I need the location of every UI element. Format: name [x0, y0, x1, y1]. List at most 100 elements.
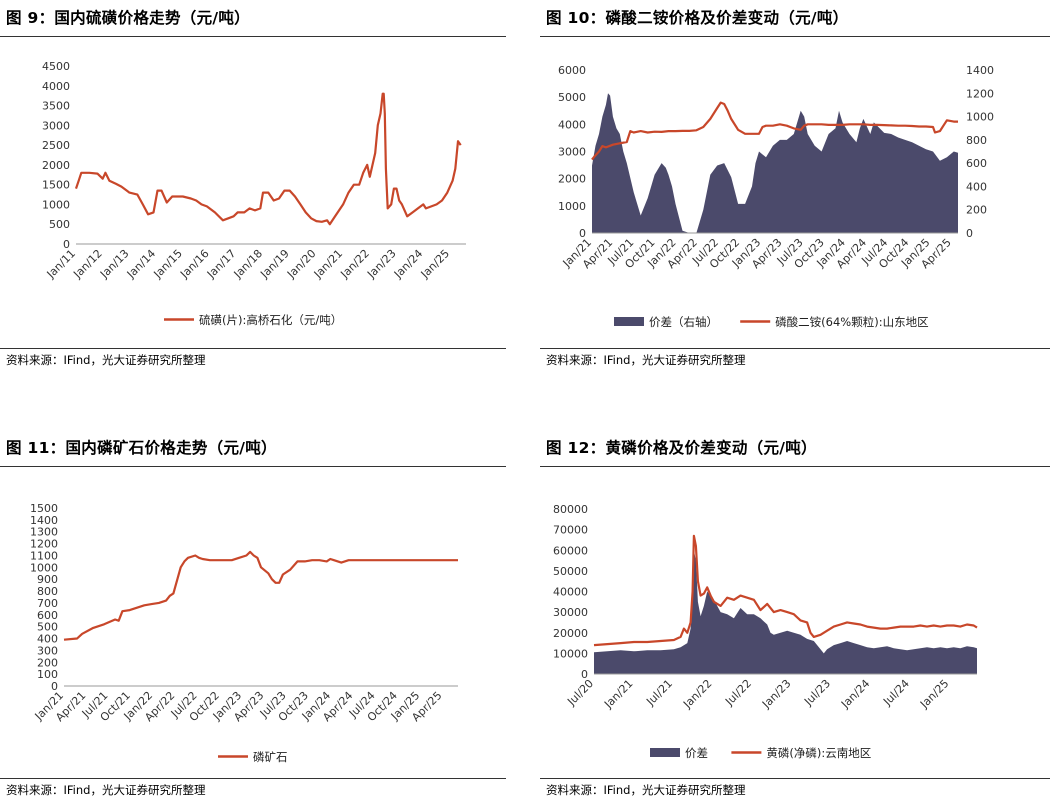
y-tick-label: 600: [37, 609, 58, 622]
x-tick-label: Jul/22: [722, 677, 754, 709]
y-tick-label: 30000: [553, 606, 588, 619]
y-tick-label: 1000: [42, 198, 70, 211]
y-right-tick-label: 200: [966, 204, 987, 217]
y-tick-label: 5000: [558, 91, 586, 104]
y-tick-label: 200: [37, 656, 58, 669]
x-tick-label: Jan/12: [70, 247, 104, 281]
y-right-tick-label: 600: [966, 157, 987, 170]
x-tick-label: Jan/21: [311, 247, 345, 281]
y-tick-label: 4000: [558, 118, 586, 131]
y-tick-label: 800: [37, 585, 58, 598]
legend: 价差 黄磷(净磷):云南地区: [650, 746, 871, 760]
x-tick-label: Jan/15: [151, 247, 185, 281]
x-tick-label: Jul/20: [564, 677, 596, 709]
legend-label: 磷矿石: [253, 750, 288, 764]
chart-12-svg: 0 10000 20000 30000 40000 50000 60000 70000 8000…: [553, 503, 978, 760]
x-tick-label: Jan/20: [284, 247, 318, 281]
y-tick-label: 500: [37, 621, 58, 634]
legend-swatch-area: [650, 748, 680, 757]
x-tick-label: Jan/11: [44, 247, 78, 281]
chart-10-svg: 0 1000 2000 3000 4000 5000 6000 0 200 400 600 800 10…: [558, 64, 994, 329]
price-line: [63, 550, 458, 641]
chart-9-svg: 0 500 1000 1500 2000 2500 3000 3500 4000 4500 Jan/…: [42, 60, 466, 327]
x-tick-label: Jan/17: [204, 247, 238, 281]
y-tick-label: 2000: [558, 173, 586, 186]
chart-panel-12: 图 12：黄磷价格及价差变动（元/吨） 0 10000 20000 30000 4000…: [540, 430, 1052, 800]
chart-title: 图 12：黄磷价格及价差变动（元/吨）: [546, 439, 817, 457]
y-tick-label: 60000: [553, 544, 588, 557]
y-tick-label: 2000: [42, 159, 70, 172]
y-right-tick-label: 0: [966, 227, 973, 240]
y-tick-label: 0: [581, 668, 588, 681]
y-tick-label: 40000: [553, 586, 588, 599]
y-tick-label: 1200: [30, 538, 58, 551]
legend-swatch-area: [614, 317, 644, 326]
x-tick-label: Jan/13: [97, 247, 131, 281]
source-rule: [540, 348, 1050, 349]
y-right-tick-label: 400: [966, 180, 987, 193]
y-tick-label: 6000: [558, 64, 586, 77]
source-note: 资料来源：IFind，光大证券研究所整理: [6, 353, 206, 367]
chart-title: 图 9：国内硫磺价格走势（元/吨）: [6, 9, 250, 27]
source-note: 资料来源：IFind，光大证券研究所整理: [546, 783, 746, 797]
source-note: 资料来源：IFind，光大证券研究所整理: [546, 353, 746, 367]
y-tick-label: 1500: [42, 179, 70, 192]
x-tick-label: Jan/14: [124, 247, 158, 281]
title-rule: [540, 466, 1050, 467]
y-tick-label: 10000: [553, 647, 588, 660]
y-tick-label: 0: [51, 680, 58, 693]
y-tick-label: 3000: [42, 119, 70, 132]
price-line: [74, 92, 462, 226]
y-tick-label: 3000: [558, 146, 586, 159]
chart-11-svg: 0100200300400500600700800900100011001200…: [30, 502, 458, 764]
title-rule: [0, 36, 506, 37]
legend-label: 价差: [685, 746, 708, 760]
y-tick-label: 4000: [42, 80, 70, 93]
x-tick-label: Jan/22: [338, 247, 372, 281]
x-tick-label: Jul/21: [643, 677, 675, 709]
source-rule: [0, 778, 506, 779]
y-tick-label: 3500: [42, 100, 70, 113]
price-line: [591, 101, 958, 161]
y-right-tick-label: 1200: [966, 87, 994, 100]
chart-title: 图 10：磷酸二铵价格及价差变动（元/吨）: [546, 9, 849, 27]
y-tick-label: 70000: [553, 524, 588, 537]
x-tick-label: Jan/23: [759, 677, 793, 711]
legend: 磷矿石: [218, 750, 288, 764]
y-tick-label: 1000: [30, 561, 58, 574]
y-tick-label: 700: [37, 597, 58, 610]
source-rule: [540, 778, 1050, 779]
x-tick-label: Jan/18: [231, 247, 265, 281]
y-right-tick-label: 800: [966, 134, 987, 147]
spread-area: [592, 93, 958, 233]
x-tick-label: Jan/22: [680, 677, 714, 711]
y-tick-label: 20000: [553, 627, 588, 640]
y-tick-label: 50000: [553, 565, 588, 578]
source-rule: [0, 348, 506, 349]
y-tick-label: 900: [37, 573, 58, 586]
spread-area: [594, 550, 977, 674]
legend: 硫磺(片):高桥石化（元/吨）: [164, 313, 342, 327]
x-tick-label: Jan/16: [177, 247, 211, 281]
legend-label: 硫磺(片):高桥石化（元/吨）: [199, 313, 342, 327]
x-tick-label: Jan/21: [601, 677, 635, 711]
y-tick-label: 0: [579, 227, 586, 240]
x-tick-label: Jan/25: [418, 247, 452, 281]
y-tick-label: 500: [49, 218, 70, 231]
y-tick-label: 1400: [30, 514, 58, 527]
y-tick-label: 4500: [42, 60, 70, 73]
y-tick-label: 80000: [553, 503, 588, 516]
x-tick-label: Jan/19: [257, 247, 291, 281]
title-rule: [0, 466, 506, 467]
y-tick-label: 2500: [42, 139, 70, 152]
x-tick-label: Jan/24: [838, 677, 872, 711]
legend-label: 黄磷(净磷):云南地区: [766, 746, 871, 760]
y-tick-label: 1300: [30, 526, 58, 539]
y-right-tick-label: 1000: [966, 111, 994, 124]
chart-panel-10: 图 10：磷酸二铵价格及价差变动（元/吨） 0 1000 2000 3000 4000 5…: [540, 0, 1052, 370]
y-tick-label: 0: [63, 238, 70, 251]
price-line: [593, 534, 978, 647]
y-tick-label: 1100: [30, 549, 58, 562]
chart-title: 图 11：国内磷矿石价格走势（元/吨）: [6, 439, 277, 457]
x-tick-label: Jul/24: [880, 677, 912, 709]
